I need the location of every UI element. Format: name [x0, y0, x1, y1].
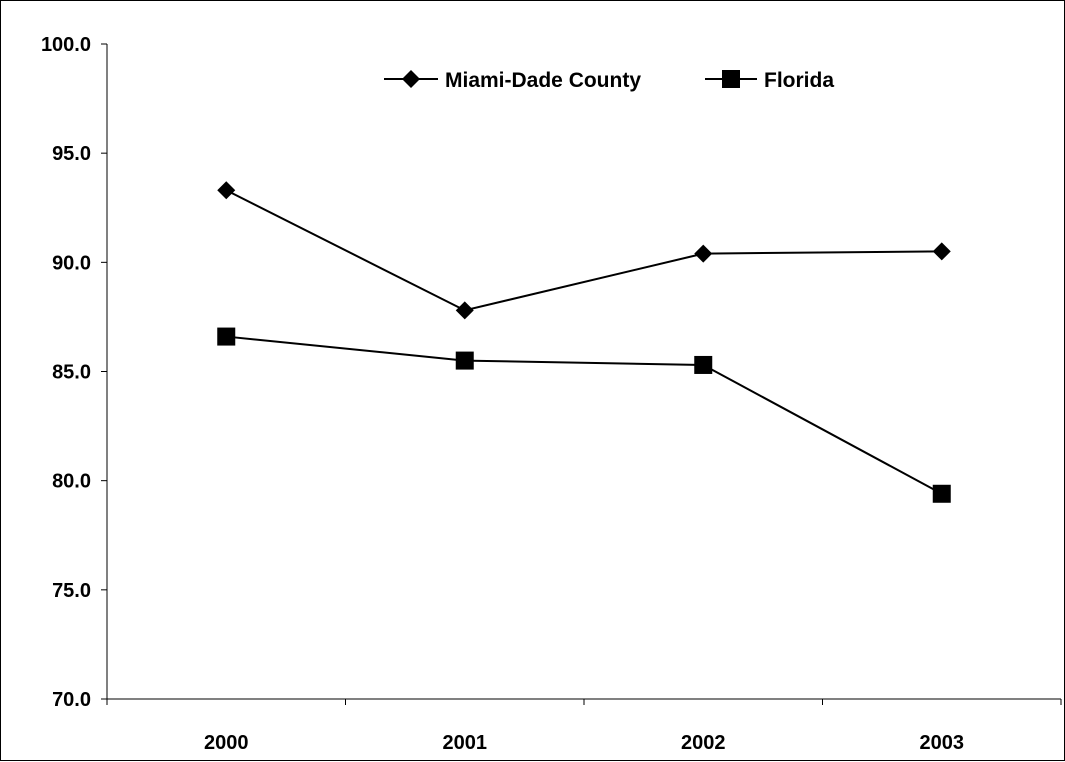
y-tick-label: 95.0	[52, 143, 91, 165]
series-line-florida	[226, 335, 943, 495]
series-florida	[217, 327, 951, 503]
series-layer	[217, 181, 951, 503]
legend-item-florida: Florida	[705, 69, 834, 92]
legend: Miami-Dade County Florida	[384, 69, 834, 92]
legend-marker-square-icon	[722, 70, 740, 88]
data-point-florida	[694, 355, 713, 374]
series-miami-dade-county	[217, 181, 951, 320]
x-tick-label: 2001	[443, 732, 488, 754]
y-tick-label: 90.0	[52, 252, 91, 274]
legend-label: Miami-Dade County	[445, 69, 641, 92]
data-point-miami-dade-county	[455, 301, 474, 320]
data-point-miami-dade-county	[932, 242, 951, 261]
data-point-florida	[455, 351, 474, 370]
legend-item-miami-dade-county: Miami-Dade County	[384, 69, 641, 92]
data-point-miami-dade-county	[217, 181, 236, 200]
legend-label: Florida	[764, 69, 834, 92]
y-tick-label: 85.0	[52, 362, 91, 384]
x-tick-label: 2000	[204, 732, 249, 754]
y-tick-label: 80.0	[52, 471, 91, 493]
data-point-florida	[217, 327, 236, 346]
y-tick-label: 75.0	[52, 580, 91, 602]
y-tick-label: 70.0	[52, 689, 91, 711]
y-tick-label: 100.0	[41, 34, 91, 56]
data-point-miami-dade-county	[694, 244, 713, 263]
legend-marker-diamond-icon	[402, 70, 420, 88]
x-tick-label: 2003	[920, 732, 965, 754]
data-point-florida	[932, 484, 951, 503]
x-tick-label: 2002	[681, 732, 726, 754]
axes: 70.0 75.0 80.0 85.0 90.0 95.0 100.0 2000 2001 200…	[41, 34, 1062, 754]
series-line-miami-dade-county	[225, 189, 942, 312]
